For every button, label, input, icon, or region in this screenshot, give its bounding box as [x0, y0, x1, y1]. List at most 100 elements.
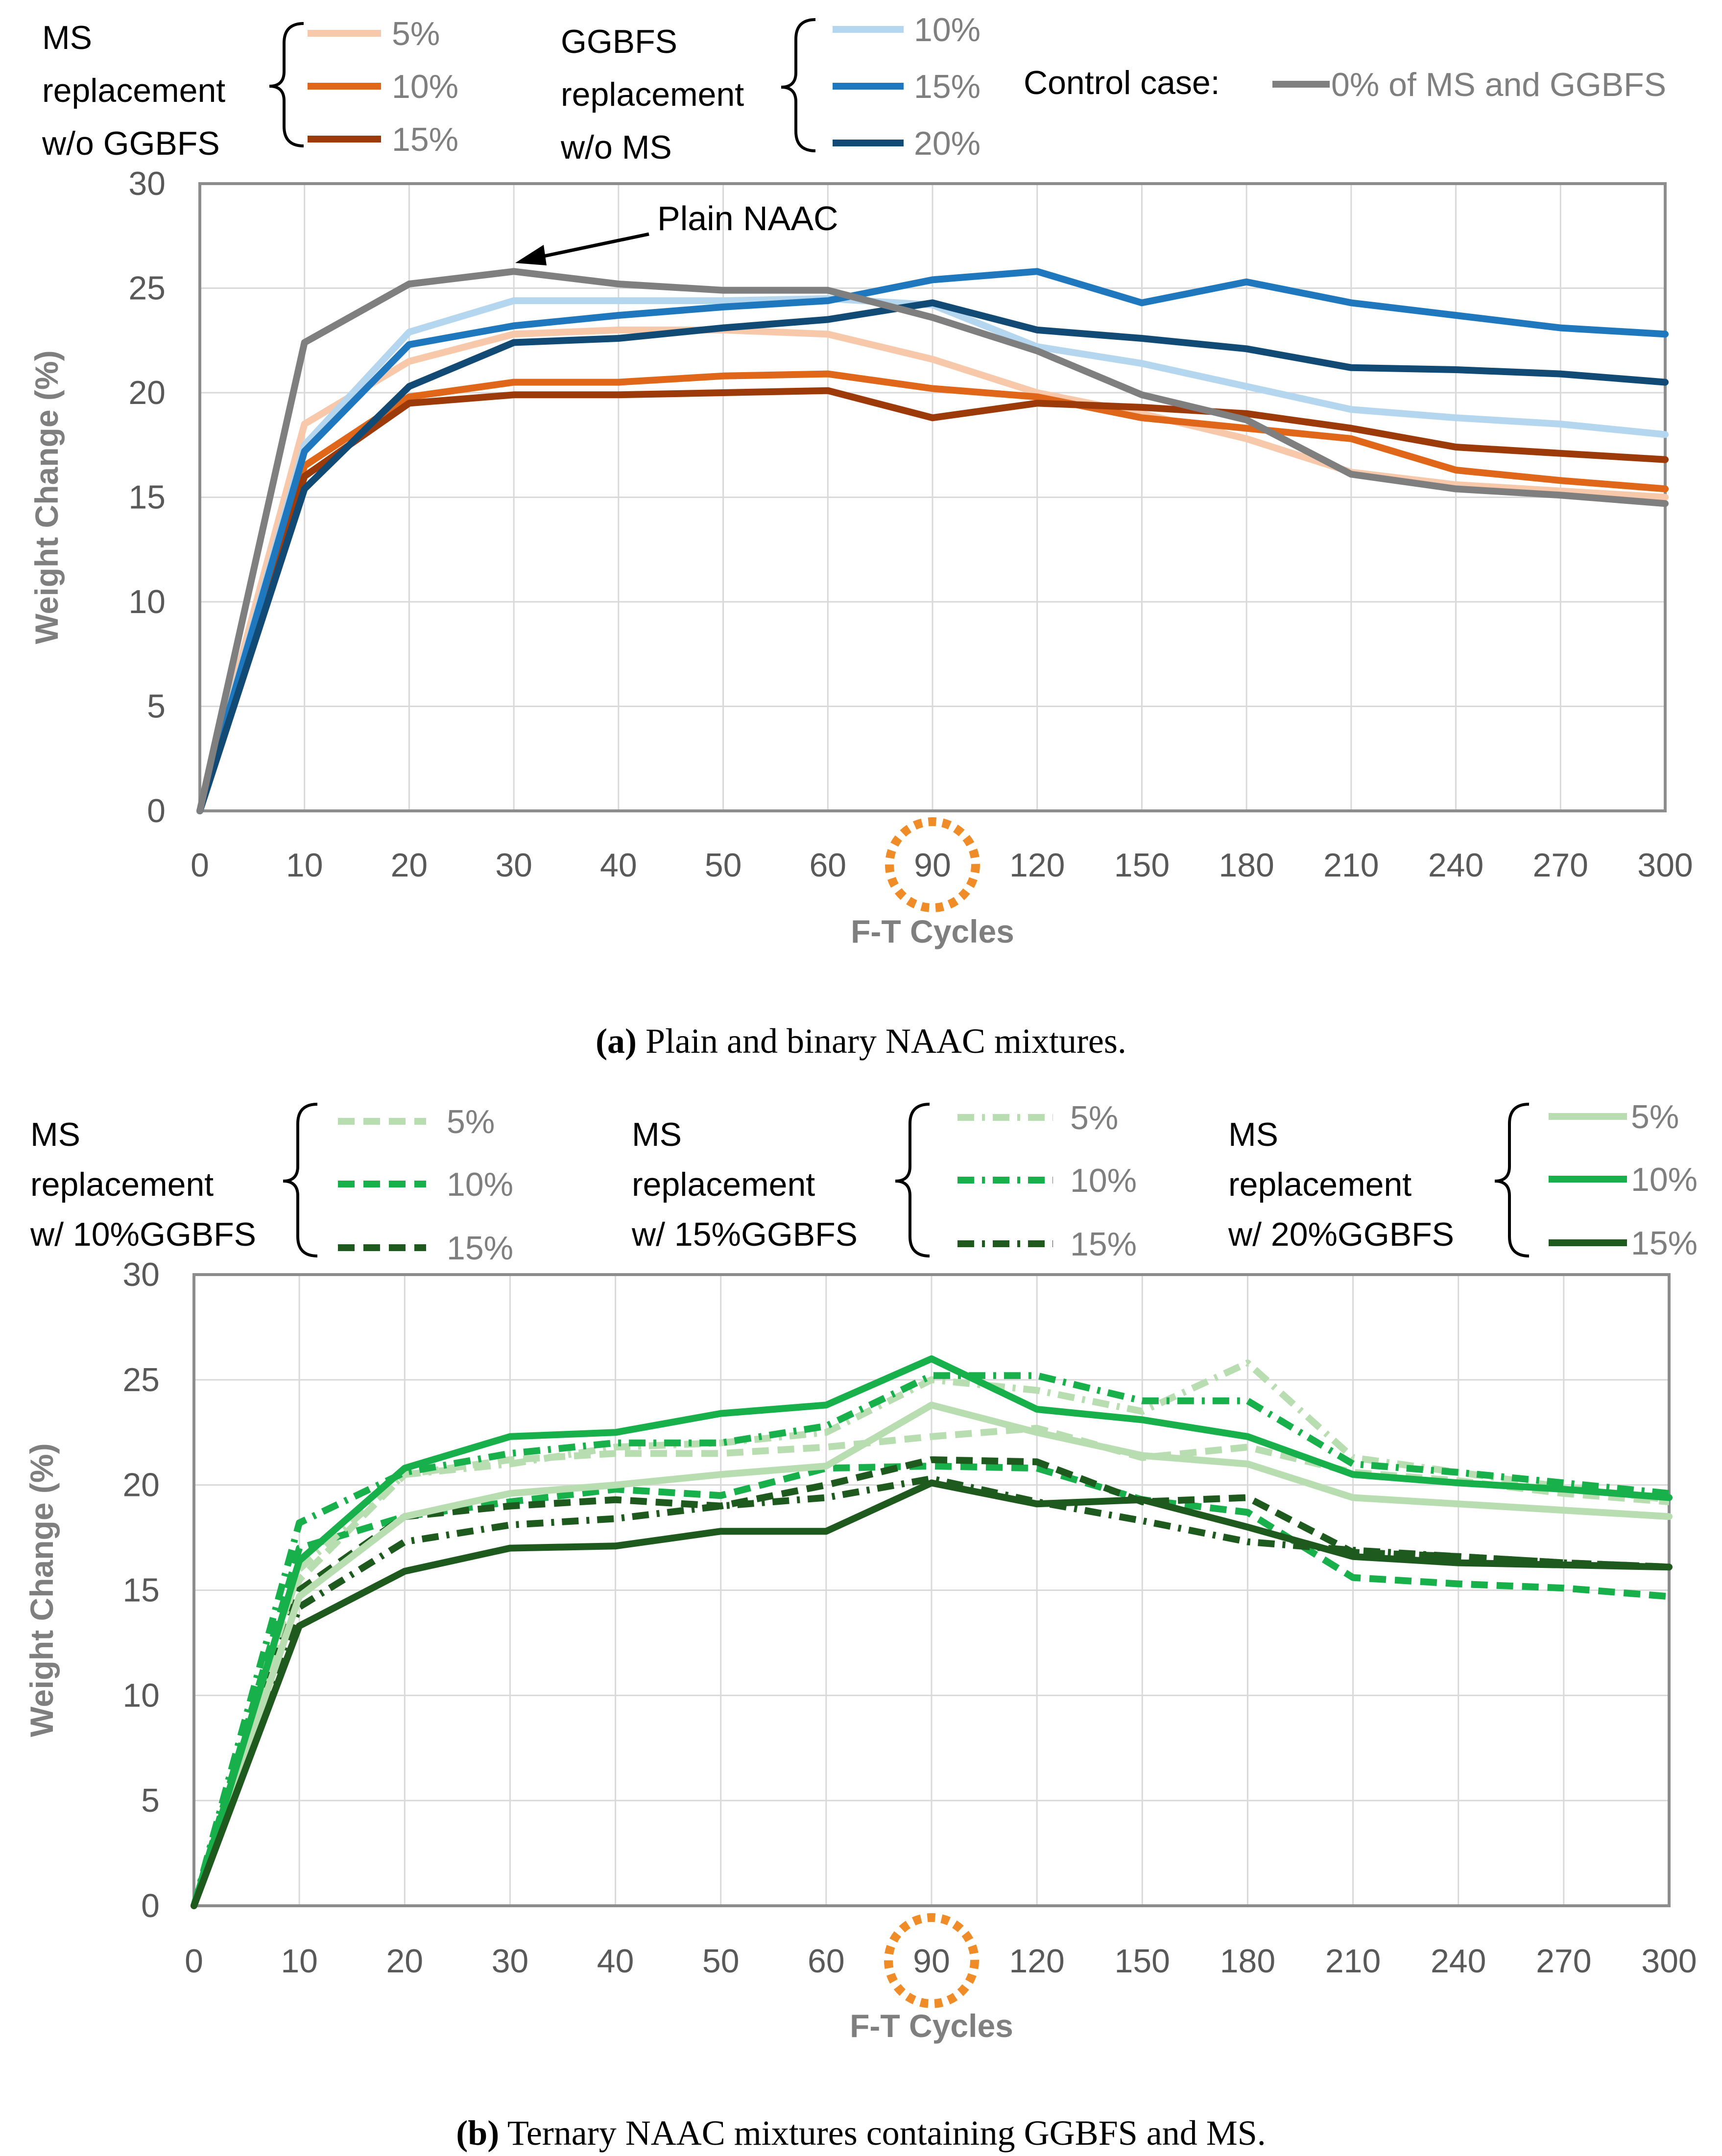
legend-group-label: w/ 15%GGBFS — [631, 1216, 858, 1253]
caption: (a) Plain and binary NAAC mixtures. — [596, 1021, 1126, 1061]
x-tick-label: 150 — [1115, 1943, 1170, 1980]
y-tick-label: 0 — [141, 1887, 160, 1924]
y-tick-label: 30 — [128, 165, 166, 202]
x-tick-label: 90 — [913, 1943, 950, 1980]
series-line-g20_15 — [191, 1479, 1673, 1909]
annotation-arrowhead — [515, 245, 547, 265]
x-tick-label: 40 — [600, 847, 637, 884]
x-tick-label: 240 — [1431, 1943, 1486, 1980]
legend-group-label: GGBFS — [561, 23, 677, 60]
x-tick-label: 10 — [281, 1943, 318, 1980]
x-tick-label: 0 — [191, 847, 209, 884]
x-tick-label: 20 — [391, 847, 428, 884]
series-line-control — [196, 268, 1669, 814]
x-tick-label: 270 — [1536, 1943, 1591, 1980]
annotation-plain-naac: Plain NAAC — [657, 199, 838, 237]
x-tick-label: 300 — [1637, 847, 1693, 884]
legend-brace — [269, 22, 304, 147]
legend-entry-label: 0% of MS and GGBFS — [1331, 66, 1666, 103]
legend-entry-label: 15% — [447, 1230, 513, 1267]
legend-group-label: w/ 10%GGBFS — [30, 1216, 256, 1253]
annotation-arrow-line — [534, 232, 649, 260]
legend-group-label: Control case: — [1024, 64, 1220, 101]
x-tick-label: 30 — [492, 1943, 529, 1980]
x-tick-label: 180 — [1219, 847, 1274, 884]
caption-text: Plain and binary NAAC mixtures. — [637, 1021, 1126, 1061]
legend-group-label: replacement — [632, 1166, 815, 1203]
legend-entry-label: 5% — [1070, 1099, 1118, 1137]
x-tick-label: 210 — [1325, 1943, 1381, 1980]
legend-entry-label: 10% — [392, 68, 458, 105]
x-tick-label: 150 — [1114, 847, 1170, 884]
x-axis-title: F-T Cycles — [851, 913, 1014, 949]
legend-group-label: w/o MS — [560, 129, 672, 166]
y-tick-label: 25 — [128, 270, 166, 307]
caption: (b) Ternary NAAC mixtures containing GGB… — [456, 2113, 1266, 2153]
series-line-g20_5 — [191, 1401, 1673, 1909]
legend-entry-label: 20% — [914, 125, 981, 162]
legend-b: MS replacement w/ 10%GGBFS 5% 10% 15% MS replac… — [30, 1098, 1698, 1267]
legend-group-label: replacement — [30, 1166, 214, 1203]
x-axis-title: F-T Cycles — [850, 2008, 1013, 2044]
x-tick-label: 270 — [1533, 847, 1588, 884]
x-tick-label: 120 — [1009, 847, 1065, 884]
x-tick-label: 20 — [386, 1943, 423, 1980]
series-line-ms15 — [196, 387, 1669, 814]
legend-group-label: MS — [30, 1116, 80, 1153]
y-tick-label: 25 — [122, 1361, 160, 1398]
x-tick-label: 60 — [808, 1943, 845, 1980]
legend-entry-label: 5% — [1631, 1098, 1679, 1136]
series-line-g10_5 — [191, 1424, 1670, 1907]
legend-group-label: MS — [632, 1116, 682, 1153]
caption-text: Ternary NAAC mixtures containing GGBFS a… — [499, 2113, 1266, 2153]
legend-group-label: w/o GGBFS — [42, 125, 220, 162]
legend-brace — [283, 1103, 318, 1257]
y-tick-label: 20 — [128, 374, 166, 411]
x-tick-label: 120 — [1009, 1943, 1064, 1980]
legend-entry-label: 10% — [1070, 1162, 1137, 1199]
series-line-ms10 — [196, 370, 1669, 814]
legend-group-label: MS — [1228, 1116, 1278, 1153]
x-tick-label: 50 — [702, 1943, 740, 1980]
y-tick-label: 5 — [141, 1782, 160, 1819]
y-tick-label: 20 — [122, 1467, 160, 1504]
x-tick-label: 40 — [597, 1943, 634, 1980]
legend-entry-label: 15% — [914, 68, 981, 105]
legend-group-label: w/ 20%GGBFS — [1228, 1216, 1454, 1253]
y-tick-label: 15 — [128, 479, 166, 516]
legend-entry-label: 15% — [1631, 1225, 1698, 1262]
legend-entry-label: 15% — [1070, 1226, 1137, 1263]
x-tick-label: 210 — [1323, 847, 1379, 884]
y-tick-label: 15 — [122, 1572, 160, 1609]
series-line-gg15 — [196, 268, 1669, 814]
x-tick-label: 50 — [705, 847, 742, 884]
x-tick-label: 300 — [1641, 1943, 1697, 1980]
legend-entry-label: 5% — [392, 15, 440, 52]
highlight-circle-90 — [885, 817, 980, 912]
legend-brace — [781, 18, 816, 152]
y-tick-label: 10 — [128, 583, 166, 620]
x-tick-label: 60 — [809, 847, 846, 884]
series-line-g15_15 — [191, 1475, 1670, 1907]
x-tick-label: 0 — [185, 1943, 203, 1980]
y-tick-label: 5 — [147, 688, 166, 725]
legend-brace — [1494, 1103, 1530, 1257]
legend-entry-label: 10% — [1631, 1161, 1698, 1198]
series-line-g20_10 — [191, 1355, 1673, 1909]
x-tick-label: 240 — [1428, 847, 1483, 884]
chart-a: 0 5 10 15 20 25 300 10 20 30 40 50 60 90 120 150 180 210 2… — [28, 11, 1693, 1061]
legend-entry-label: 15% — [392, 121, 458, 158]
x-tick-label: 90 — [914, 847, 951, 884]
legend-entry-label: 10% — [447, 1166, 513, 1203]
legend-group-label: replacement — [42, 72, 225, 109]
x-tick-label: 10 — [286, 847, 323, 884]
caption-label: (a) — [596, 1021, 637, 1061]
y-tick-label: 0 — [147, 792, 166, 829]
legend-group-label: replacement — [561, 76, 744, 113]
legend-entry-label: 10% — [914, 11, 981, 48]
caption-label: (b) — [456, 2113, 499, 2153]
y-tick-label: 30 — [122, 1256, 160, 1293]
y-axis-title: Weight Change (%) — [28, 350, 65, 644]
